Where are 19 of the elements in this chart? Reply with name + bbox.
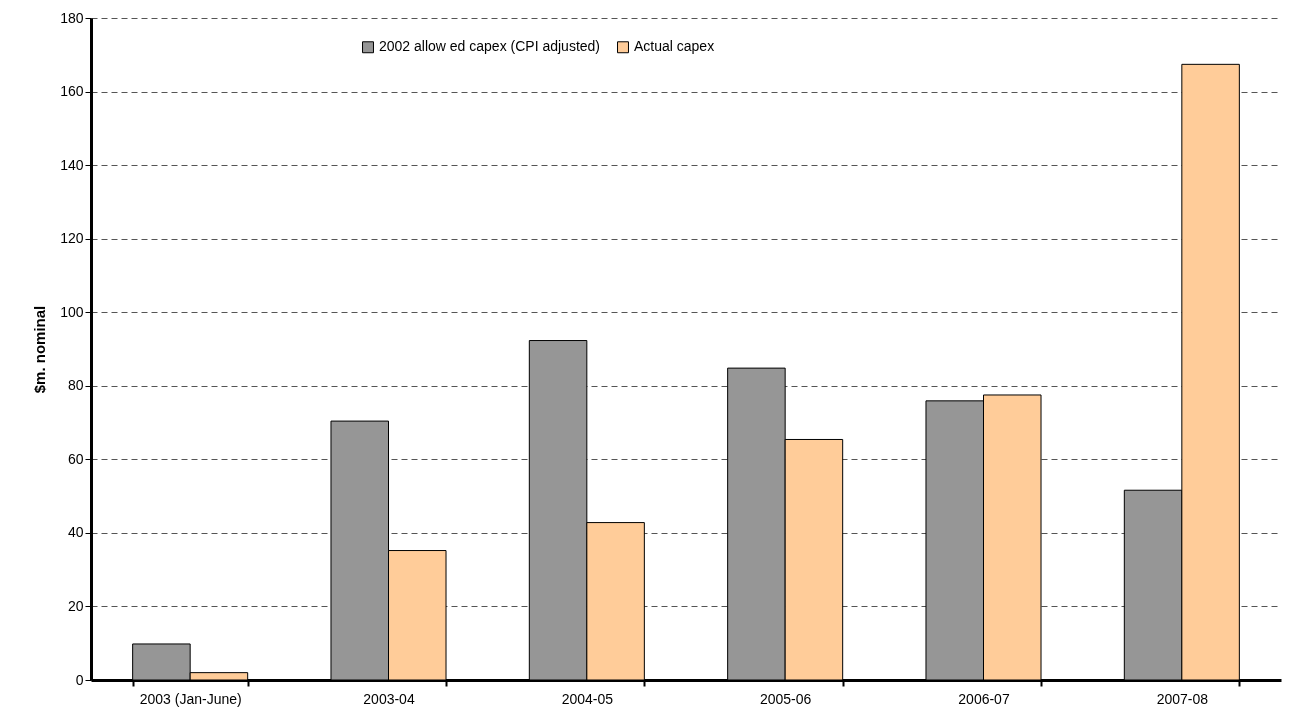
y-tick-label: 40 [67,524,84,541]
y-tick-label: 0 [75,671,84,688]
x-tick-label: 2007-08 [1156,690,1209,707]
y-tick-label: 80 [67,377,84,394]
legend-label: Actual capex [634,38,715,55]
x-tick-label: 2006-07 [958,690,1010,707]
x-tick-label: 2005-06 [759,690,812,707]
y-tick-label: 140 [60,156,84,173]
x-tick-label: 2003-04 [363,690,415,707]
y-tick-label: 160 [60,83,84,100]
x-tick-label: 2003 (Jan-June) [139,690,242,707]
y-tick-label: 60 [67,450,84,467]
y-tick-label: 180 [60,9,84,26]
legend-label: 2002 allow ed capex (CPI adjusted) [379,38,601,55]
y-tick-label: 100 [60,303,84,320]
x-tick-label: 2004-05 [561,690,614,707]
y-tick-label: 120 [60,230,84,247]
y-axis-title: $m. nominal [31,305,49,394]
y-tick-label: 20 [67,597,84,614]
